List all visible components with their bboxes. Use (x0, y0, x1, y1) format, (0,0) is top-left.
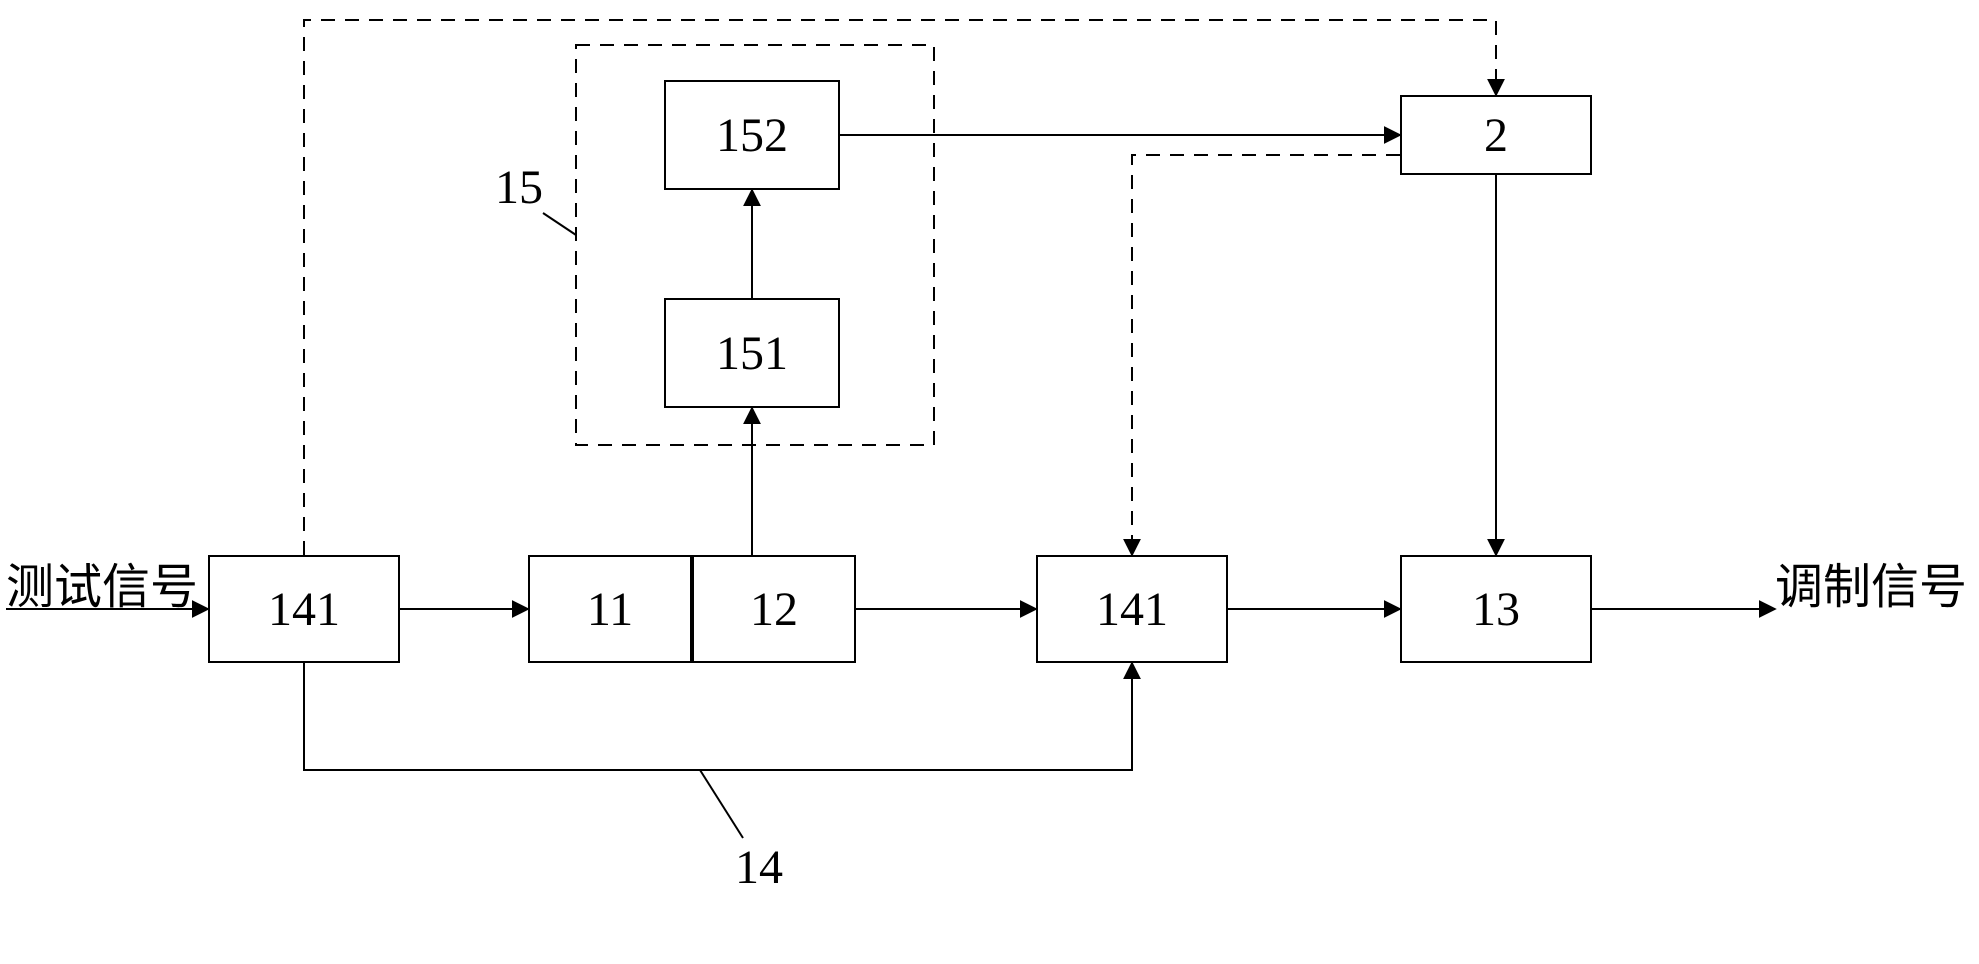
node-2: 2 (1400, 95, 1592, 175)
output-label: 调制信号 (1775, 547, 1967, 617)
node-13: 13 (1400, 555, 1592, 663)
node-11: 11 (528, 555, 692, 663)
dashed-edges (304, 20, 1496, 555)
node-152: 152 (664, 80, 840, 190)
node-label: 11 (587, 582, 633, 637)
solid-edges (6, 135, 1775, 770)
node-12: 12 (692, 555, 856, 663)
node-label: 151 (716, 326, 788, 381)
diagram-lines (0, 0, 1979, 964)
node-label: 12 (750, 582, 798, 637)
ref-label-14: 14 (735, 840, 783, 895)
input-label: 测试信号 (6, 547, 198, 617)
node-label: 13 (1472, 582, 1520, 637)
node-141-right: 141 (1036, 555, 1228, 663)
node-label: 141 (1096, 582, 1168, 637)
node-label: 141 (268, 582, 340, 637)
node-151: 151 (664, 298, 840, 408)
node-label: 2 (1484, 108, 1508, 163)
ref-label-15: 15 (495, 160, 543, 215)
node-label: 152 (716, 108, 788, 163)
node-141-left: 141 (208, 555, 400, 663)
